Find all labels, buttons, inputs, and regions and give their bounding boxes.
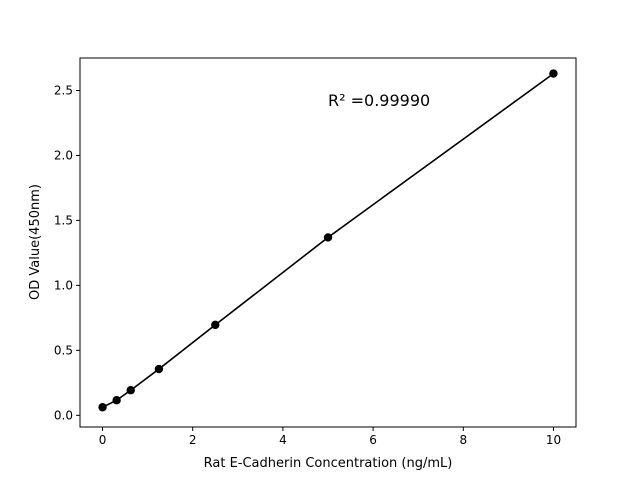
y-tick-label: 0.0 (54, 408, 73, 422)
y-axis-label: OD Value(450nm) (28, 184, 43, 300)
x-axis-label: Rat E-Cadherin Concentration (ng/mL) (204, 456, 453, 471)
data-point (126, 386, 135, 395)
x-tick-label: 2 (189, 433, 197, 447)
r-squared-annotation: R² =0.99990 (328, 91, 430, 110)
x-tick-label: 10 (546, 433, 561, 447)
x-tick-label: 4 (279, 433, 287, 447)
data-point (211, 320, 220, 330)
data-point (154, 364, 164, 374)
x-tick-label: 0 (99, 433, 107, 447)
y-tick-label: 1.5 (54, 213, 73, 227)
data-point (98, 403, 107, 412)
x-tick-label: 6 (369, 433, 377, 447)
y-tick-label: 0.5 (54, 343, 73, 357)
data-point (549, 69, 558, 78)
data-point (323, 233, 333, 242)
data-point (112, 396, 121, 405)
y-tick-label: 2.5 (54, 83, 73, 97)
y-tick-label: 2.0 (54, 148, 73, 162)
y-tick-label: 1.0 (54, 278, 73, 292)
x-tick-label: 8 (459, 433, 467, 447)
